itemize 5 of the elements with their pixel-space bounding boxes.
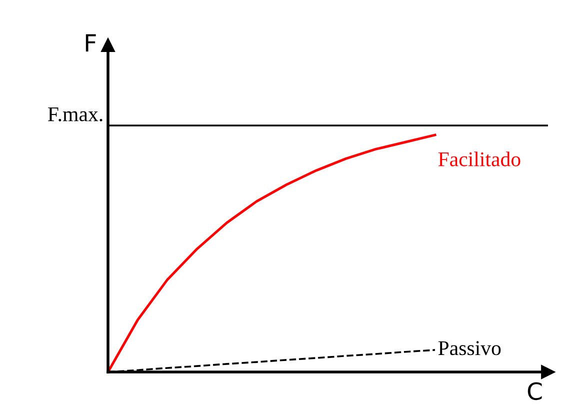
x-axis-title: C [528, 382, 542, 400]
series-label: Facilitado [438, 152, 520, 166]
y-axis-title: F [86, 34, 96, 52]
ref-line-label: F.max. [48, 107, 102, 122]
series-label: Passivo [438, 341, 501, 356]
